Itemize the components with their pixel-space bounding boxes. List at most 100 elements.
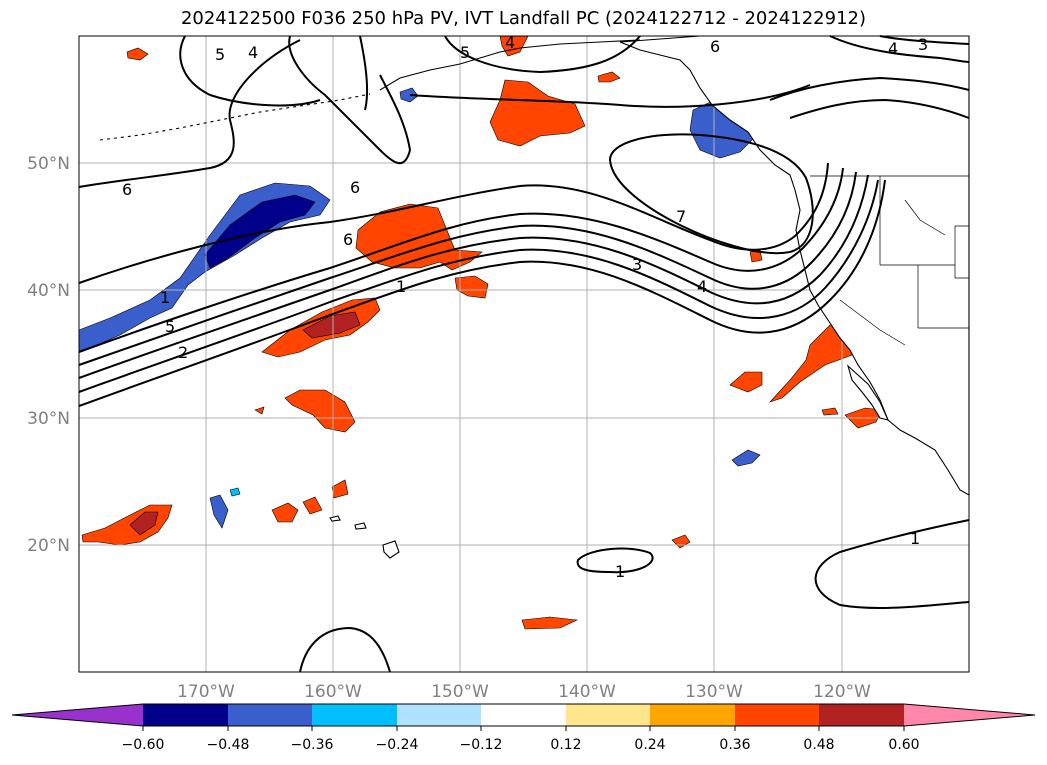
contour-label: 1 — [160, 288, 170, 307]
colorbar-tick-label: 0.36 — [719, 737, 750, 753]
lat-label-20n: 20°N — [27, 536, 70, 556]
colorbar-extend-right — [904, 704, 1035, 726]
colorbar-tick-label: 0.24 — [634, 737, 665, 753]
lon-label-160w: 160°W — [304, 682, 362, 702]
map-title: 2024122500 F036 250 hPa PV, IVT Landfall… — [180, 8, 867, 29]
north-america-land — [619, 35, 970, 496]
colorbar-bin — [819, 704, 904, 726]
contour-labels: 5 4 5 4 6 4 3 6 6 7 6 1 5 2 3 4 1 1 1 — [122, 33, 928, 581]
contour-4 — [78, 171, 857, 366]
contour-5-top — [444, 35, 641, 74]
hawaii-small-2 — [354, 522, 367, 530]
contour-label: 6 — [710, 37, 720, 56]
hawaii-main — [382, 540, 400, 559]
contour-7-loop — [608, 133, 814, 255]
contour-4-top-right — [829, 35, 970, 63]
neg-blob-small-2 — [209, 494, 229, 529]
colorbar-tick-label: −0.12 — [460, 737, 503, 753]
neg-blob-west-dark — [204, 194, 316, 269]
contour-6-upper — [78, 39, 301, 188]
colorbar-bin — [650, 704, 735, 726]
contour-label: 5 — [215, 45, 225, 64]
lon-label-150w: 150°W — [431, 682, 489, 702]
contour-5 — [78, 167, 844, 353]
longitude-labels: 170°W 160°W 150°W 140°W 130°W 120°W — [177, 682, 871, 702]
lon-label-120w: 120°W — [813, 682, 871, 702]
contour-label: 4 — [888, 39, 898, 58]
contour-1-se — [814, 519, 970, 609]
contour-1-loop-south — [576, 547, 654, 574]
contour-4-upper — [288, 35, 412, 165]
contour-label: 2 — [178, 343, 188, 362]
contour-2 — [78, 179, 879, 393]
colorbar-tick-label: −0.48 — [207, 737, 250, 753]
lon-label-170w: 170°W — [177, 682, 235, 702]
pos-blob-gulf-alaska — [489, 79, 586, 147]
contour-label: 4 — [505, 33, 515, 52]
contour-label: 5 — [460, 43, 470, 62]
contour-label: 5 — [165, 317, 175, 336]
latitude-labels: 50°N 40°N 30°N 20°N — [27, 154, 70, 556]
positive-shading — [81, 35, 970, 630]
pos-blob-hawaii-west-dark — [129, 511, 159, 536]
colorbar-bin — [312, 704, 397, 726]
lon-label-140w: 140°W — [558, 682, 616, 702]
contour-label: 6 — [343, 230, 353, 249]
contour-label: 1 — [910, 529, 920, 548]
lat-label-40n: 40°N — [27, 281, 70, 301]
neg-blob-small-1 — [399, 87, 419, 103]
colorbar-bin — [735, 704, 819, 726]
contour-label: 6 — [350, 178, 360, 197]
colorbar-tick-label: 0.48 — [803, 737, 834, 753]
pos-blob-small-top-left — [126, 47, 149, 61]
neg-blob-small-4 — [229, 487, 241, 497]
contour-6-main — [78, 162, 829, 284]
pos-blob-south — [521, 616, 579, 630]
pos-blob-small-c — [729, 371, 763, 393]
colorbar-extend-left — [12, 704, 143, 726]
pos-blob-small-a — [254, 406, 265, 415]
contour-label: 3 — [632, 255, 642, 274]
pos-blob-hawaii-1 — [271, 502, 299, 523]
colorbar-tick-label: −0.24 — [376, 737, 419, 753]
colorbar-tick-label: 0.60 — [888, 737, 919, 753]
contour-label: 1 — [396, 277, 406, 296]
contour-1-main — [78, 179, 886, 407]
contour-5-upper — [179, 35, 321, 107]
contour-3 — [78, 174, 869, 379]
colorbar-tick-label: 0.12 — [550, 737, 581, 753]
colorbar-tick-label: −0.60 — [122, 737, 165, 753]
contour-label: 4 — [248, 43, 258, 62]
colorbar: −0.60 −0.48 −0.36 −0.24 −0.12 0.12 0.24 … — [11, 703, 1036, 753]
colorbar-tick-label: −0.36 — [291, 737, 334, 753]
contour-label: 3 — [918, 35, 928, 54]
alaska-peninsula — [379, 39, 641, 91]
baja-california — [846, 364, 889, 421]
contour-label: 6 — [122, 180, 132, 199]
lon-label-130w: 130°W — [685, 682, 743, 702]
lat-label-30n: 30°N — [27, 409, 70, 429]
contour-3-top-right — [879, 35, 970, 45]
colorbar-bin — [143, 704, 228, 726]
contour-label: 7 — [676, 207, 686, 226]
neg-blob-small-3 — [731, 449, 761, 467]
colorbar-bin — [228, 704, 312, 726]
pos-blob-small-e — [821, 407, 839, 416]
gridlines — [79, 36, 969, 672]
contour-ne-1 — [769, 76, 970, 101]
contour-jet-north — [409, 84, 811, 108]
colorbar-bin — [397, 704, 481, 726]
colorbar-bin — [566, 704, 650, 726]
contour-6-nw — [359, 35, 369, 111]
aleutians — [99, 93, 371, 141]
pos-blob-mid-south — [284, 389, 356, 433]
plot-frame — [78, 35, 970, 673]
pos-blob-small-top-mid — [597, 71, 621, 83]
contour-ne-2 — [789, 98, 970, 119]
hawaii-small-1 — [329, 515, 341, 522]
pos-blob-hawaii-2 — [302, 496, 323, 515]
lat-label-50n: 50°N — [27, 154, 70, 174]
contour-label: 4 — [697, 277, 707, 296]
contour-1-sw — [299, 626, 391, 673]
